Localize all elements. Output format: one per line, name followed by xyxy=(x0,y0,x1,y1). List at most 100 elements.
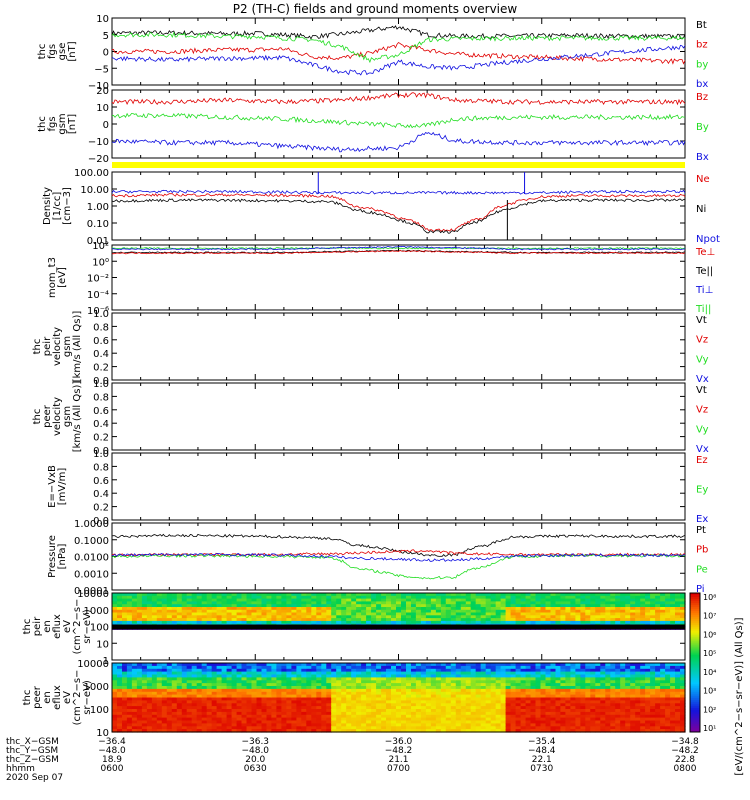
y-tick-label: 20 xyxy=(96,86,109,97)
y-tick-label: 10⁻⁶ xyxy=(87,306,109,317)
y-tick-label: −10 xyxy=(88,81,109,92)
panel-1: 10 5 0 −5 −10 thcfgsgse[nT] Bt bz by bx xyxy=(37,14,708,92)
panel-frame xyxy=(111,662,686,733)
y-tick-label: 1.00 xyxy=(87,202,109,213)
legend-entry: Vz xyxy=(696,405,708,416)
y-tick-label: 10 xyxy=(96,639,109,650)
panel-frame xyxy=(111,171,686,241)
series-Bz xyxy=(111,92,686,106)
axis-row-value: 0800 xyxy=(674,764,697,774)
legend-entry: Pt xyxy=(696,525,706,536)
series-Pe xyxy=(111,553,686,580)
heatmap-cells xyxy=(112,593,686,630)
y-tick-label: 0.6 xyxy=(93,476,109,487)
axis-row-value: 21.1 xyxy=(388,755,408,765)
series-By xyxy=(111,112,686,129)
legend-entry: Ti⊥ xyxy=(695,285,713,296)
panel-frame xyxy=(111,522,686,591)
axis-row-value: 18.9 xyxy=(102,755,122,765)
y-tick-label: 10⁰ xyxy=(92,257,109,268)
y-tick-label: 0.10 xyxy=(87,219,109,230)
legend-entry: Ni xyxy=(696,204,706,215)
y-tick-label: 0.8 xyxy=(93,392,109,403)
y-tick-label: −20 xyxy=(88,154,109,165)
legend-entry: Ey xyxy=(696,485,708,496)
panel-3: 100.00 10.00 1.00 0.10 0.01 Density[1/cc][cm−… xyxy=(42,168,720,247)
panel-frame xyxy=(111,592,686,661)
legend-entry: Vt xyxy=(696,385,707,396)
series-Ni xyxy=(111,198,686,234)
series-Pt xyxy=(111,533,686,557)
legend-entry: Pi xyxy=(696,584,705,595)
y-tick-label: 0.4 xyxy=(93,419,109,430)
axis-row-value: −48.0 xyxy=(98,746,126,756)
axis-row-label: thc_Y−GSM xyxy=(6,746,58,756)
y-tick-label: 0.1000 xyxy=(74,536,109,547)
y-tick-label: 0.0 xyxy=(93,376,109,387)
y-tick-label: 1000 xyxy=(84,606,109,617)
legend-entry: Vy xyxy=(696,354,709,365)
axis-row-value: 20.0 xyxy=(245,755,265,765)
legend-entry: Vy xyxy=(696,424,709,435)
axis-row-value: −48.4 xyxy=(528,746,556,756)
colorbar-tick-label: 10¹ xyxy=(703,724,716,733)
panel-5: 1.0 0.8 0.6 0.4 0.2 0.0 thcpeirvelocitygsm[km/… xyxy=(32,309,709,387)
axis-row-value: −48.0 xyxy=(241,746,269,756)
y-tick-label: 0.0100 xyxy=(74,553,109,564)
y-tick-label: 10 xyxy=(96,103,109,114)
axis-row-value: 0630 xyxy=(244,764,267,774)
axis-row-value: 22.8 xyxy=(675,755,695,765)
panel-2: 20 10 0 −10 −20 thcfgsgsm[nT] Bz By Bx xyxy=(37,86,709,165)
axis-row-value: −36.0 xyxy=(385,737,413,747)
y-tick-label: 10.00 xyxy=(80,185,109,196)
x-axis-table: thc_X−GSM −36.4 −36.3 −36.0 −35.4 −34.8 thc_Y−… xyxy=(6,737,699,783)
y-tick-label: 0.01 xyxy=(87,236,109,247)
axis-row-label: thc_Z−GSM xyxy=(6,755,59,765)
figure-title: P2 (TH-C) fields and ground moments over… xyxy=(233,2,518,16)
y-axis-label: Pressure[nPa] xyxy=(47,535,68,578)
legend-entry: Npot xyxy=(696,234,720,245)
series-by xyxy=(111,31,686,64)
axis-row-value: 0700 xyxy=(387,764,410,774)
legend-entry: Ez xyxy=(696,455,708,466)
y-tick-label: 0.4 xyxy=(93,489,109,500)
colorbar-tick-label: 10³ xyxy=(703,687,716,696)
axis-row-value: 0730 xyxy=(530,764,553,774)
colorbar-tick-label: 10⁷ xyxy=(703,612,716,621)
colorbar: 10⁸ 10⁷ 10⁶ 10⁵ 10⁴ 10³ 10² 10¹ [eV/(cm^2−s−sr−e… xyxy=(689,592,745,776)
legend-entry: Vt xyxy=(696,315,707,326)
low-energy-band xyxy=(112,624,685,630)
axis-row-label: hhmm xyxy=(6,764,35,774)
y-tick-label: 0.4 xyxy=(93,349,109,360)
panel-8: 1.0000 0.1000 0.0100 0.0010 0.0001 Pressure[n… xyxy=(47,519,708,597)
y-tick-label: 0 xyxy=(103,120,109,131)
legend-entry: Pb xyxy=(696,545,708,556)
y-tick-label: 10 xyxy=(96,14,109,25)
quality-flag-bar xyxy=(112,162,685,168)
y-tick-label: 1 xyxy=(103,656,109,667)
y-axis-label: E=−VxB[mV/m] xyxy=(47,465,68,508)
panel-4: 10² 10⁰ 10⁻² 10⁻⁴ 10⁻⁶ mom_t3[eV] Te⊥ Te|| Ti⊥ Ti… xyxy=(47,241,715,317)
y-tick-label: 0.8 xyxy=(93,462,109,473)
panel-frame xyxy=(111,382,686,451)
panel-9: 10000 1000 100 10 1 thcpeirenefluxeV(cm^2−s−s… xyxy=(22,589,686,667)
colorbar-label: [eV/(cm^2−s−sr−eV)] (All Qs)] xyxy=(734,617,745,775)
legend-entry: by xyxy=(696,59,708,70)
y-tick-label: 10⁻⁴ xyxy=(87,290,109,301)
colorbar-tick-label: 10⁴ xyxy=(703,668,716,677)
axis-row-value: −35.4 xyxy=(528,737,556,747)
y-axis-label: thcfgsgse[nT] xyxy=(37,41,78,61)
y-tick-label: 100 xyxy=(90,623,109,634)
legend-entry: Bt xyxy=(696,20,707,31)
axis-row-value: 0600 xyxy=(101,764,124,774)
legend-entry: Vx xyxy=(696,444,709,455)
y-axis-label: thcpeirvelocitygsm[km/s (All Qs)] xyxy=(32,311,83,383)
y-tick-label: 10⁻² xyxy=(87,274,109,285)
colorbar-tick-label: 10⁸ xyxy=(703,593,716,602)
y-tick-label: 0.2 xyxy=(93,503,109,514)
y-axis-label: mom_t3[eV] xyxy=(47,257,68,298)
legend-entry: Vz xyxy=(696,335,708,346)
panel-frame xyxy=(111,312,686,381)
legend-entry: Te|| xyxy=(695,266,713,277)
